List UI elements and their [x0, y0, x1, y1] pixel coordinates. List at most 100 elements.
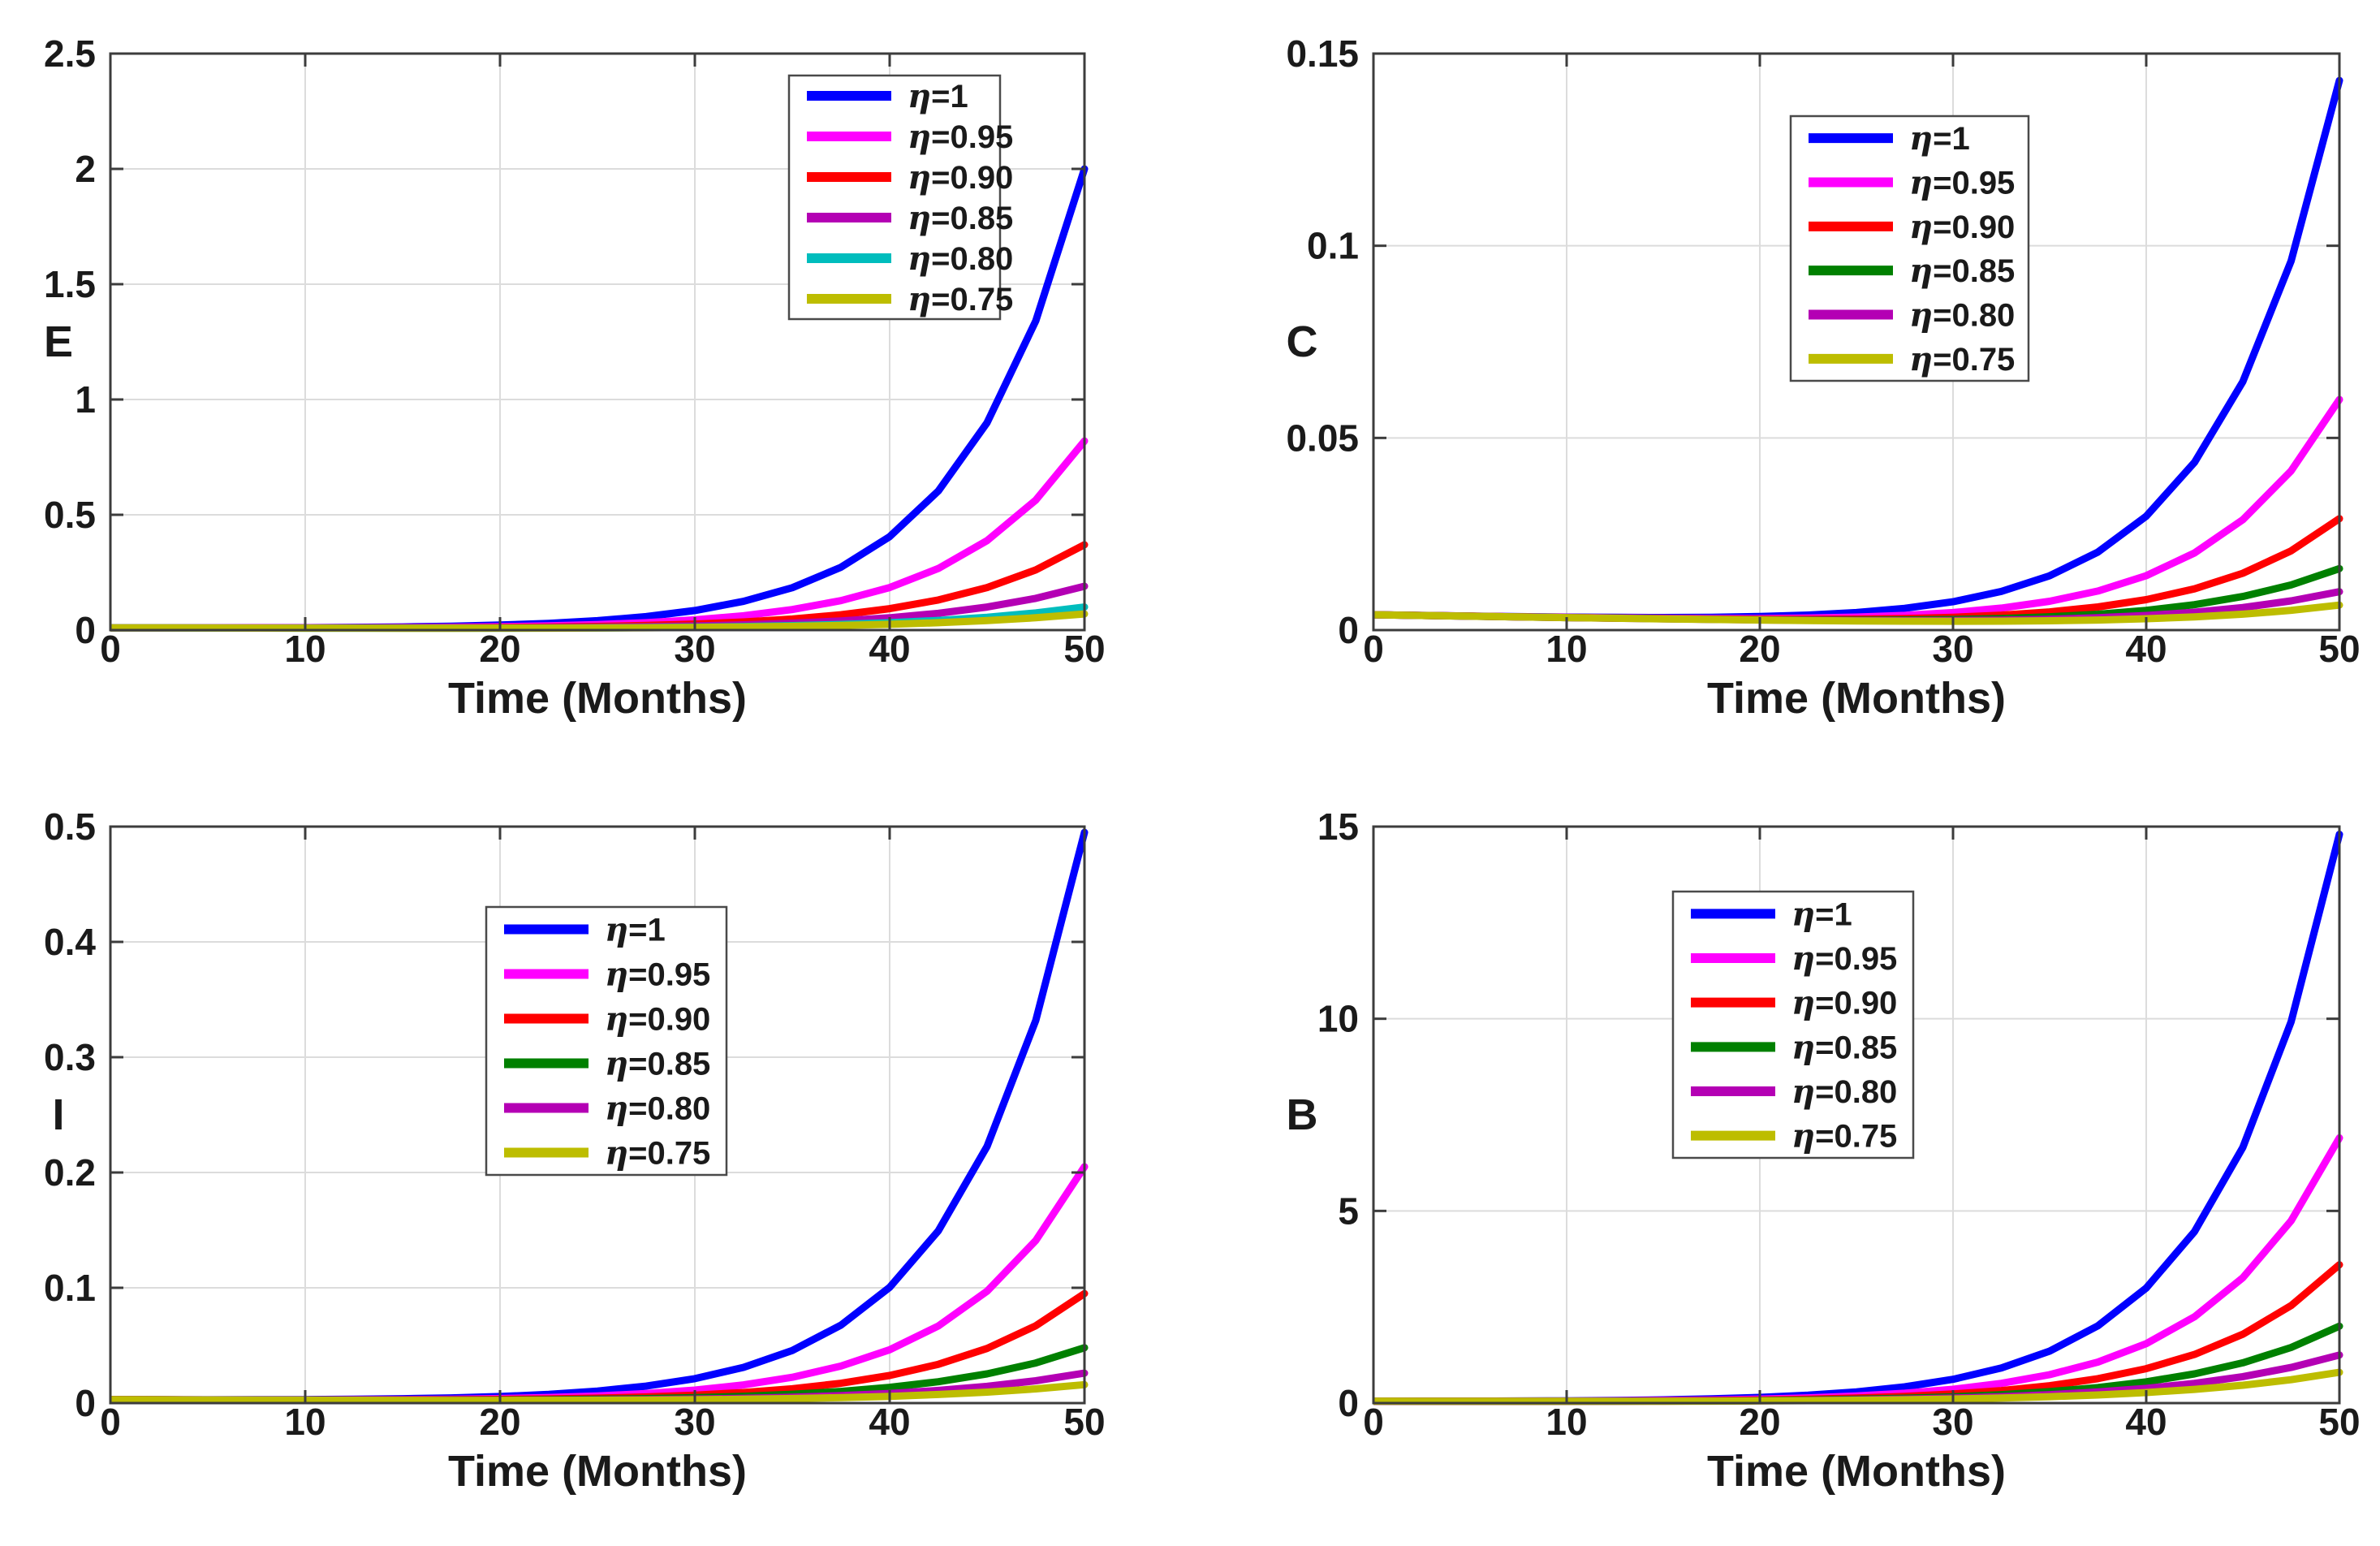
- y-axis-label: I: [52, 1090, 64, 1139]
- x-tick-label: 50: [1063, 1401, 1105, 1443]
- x-axis-label: Time (Months): [1707, 674, 2006, 723]
- legend-entry-label: η=0.90: [1791, 984, 1897, 1022]
- legend-entry-label: η=0.75: [605, 1134, 710, 1172]
- y-axis-label: E: [44, 317, 73, 366]
- tick-marks: [109, 52, 1086, 632]
- y-axis-label: C: [1287, 317, 1318, 366]
- y-tick-label: 0.1: [44, 1267, 96, 1309]
- y-tick-label: 0: [75, 1382, 96, 1424]
- legend-entry-label: η=0.90: [1909, 208, 2015, 246]
- tick-labels: 0 10 20 30 40 50 0 0.5 1 1.5 2 2.5: [44, 32, 1106, 670]
- legend-entry-label: η=0.90: [605, 1000, 710, 1039]
- y-tick-label: 0: [75, 609, 96, 651]
- y-tick-label: 0.2: [44, 1151, 96, 1194]
- axes-box: [109, 52, 1086, 632]
- x-tick-label: 50: [2318, 1401, 2360, 1443]
- series-line-eta-5: [1373, 1368, 2343, 1406]
- legend-entry-label: η=0.80: [908, 240, 1013, 278]
- tick-marks: [1372, 52, 2341, 632]
- x-tick-label: 30: [674, 628, 715, 670]
- y-tick-label: 0.4: [44, 921, 96, 963]
- legend-box: [1789, 114, 2030, 382]
- x-tick-label: 10: [284, 628, 326, 670]
- y-tick-label: 0.05: [1286, 417, 1359, 459]
- y-tick-label: 0: [1338, 1382, 1359, 1424]
- x-tick-label: 0: [100, 628, 121, 670]
- x-tick-label: 40: [869, 1401, 910, 1443]
- x-tick-label: 30: [1932, 628, 1973, 670]
- x-tick-label: 0: [100, 1401, 121, 1443]
- legend: η=1η=0.95η=0.90η=0.85η=0.80η=0.75: [1671, 890, 1915, 1160]
- axes-box: [1372, 825, 2341, 1405]
- legend: η=1η=0.95η=0.90η=0.85η=0.80η=0.75: [1789, 114, 2030, 382]
- series-line-eta-5: [1373, 601, 2343, 625]
- tick-labels: 0 10 20 30 40 50 0 0.05 0.1 0.15: [1286, 32, 2360, 670]
- x-tick-label: 10: [1546, 1401, 1587, 1443]
- x-axis-label: Time (Months): [448, 674, 747, 723]
- tick-labels: 0 10 20 30 40 50 0 5 10 15: [1317, 805, 2361, 1443]
- x-tick-label: 20: [479, 1401, 520, 1443]
- y-tick-label: 2: [75, 148, 96, 190]
- legend-entry-label: η=1: [605, 911, 666, 949]
- series-curves: [110, 828, 1089, 1405]
- axes-box: [109, 825, 1086, 1405]
- tick-labels: 0 10 20 30 40 50 0 0.1 0.2 0.3 0.4 0.5: [44, 805, 1106, 1443]
- subplot-I: 0 10 20 30 40 50 0 0.1 0.2 0.3 0.4 0.5 Time (Months)…: [0, 773, 1190, 1546]
- tick-marks: [109, 825, 1086, 1405]
- legend-entry-label: η=1: [1909, 119, 1970, 158]
- legend-box: [485, 905, 728, 1177]
- legend: η=1 η=0.95 η=0.90 η=0.85 η=0.80 η=0.75: [485, 905, 728, 1177]
- y-tick-label: 5: [1338, 1190, 1359, 1232]
- legend-entry-label: η=0.85: [1909, 252, 2015, 290]
- tick-marks: [1372, 825, 2341, 1405]
- y-tick-label: 0.5: [44, 805, 96, 848]
- x-axis-label: Time (Months): [1707, 1447, 2006, 1496]
- legend-entry-label: η=0.95: [1909, 164, 2015, 202]
- y-tick-label: 10: [1317, 998, 1359, 1040]
- legend-entry-label: η=0.75: [908, 280, 1013, 318]
- series-curves: [110, 165, 1089, 633]
- gridlines: [1373, 827, 2339, 1403]
- y-axis-label: B: [1287, 1090, 1318, 1139]
- y-tick-label: 0.5: [44, 494, 96, 536]
- x-tick-label: 20: [479, 628, 520, 670]
- legend-entry-label: η=0.85: [908, 199, 1013, 237]
- y-tick-label: 0.1: [1307, 225, 1359, 267]
- series-curves: [1373, 76, 2343, 625]
- plot-E-canvas: 0 10 20 30 40 50 0 0.5 1 1.5 2 2.5 Time (Months) Eη=1…: [44, 32, 1106, 723]
- legend-box: [787, 74, 1002, 321]
- x-tick-label: 20: [1739, 1401, 1780, 1443]
- legend-entry-label: η=0.90: [908, 158, 1013, 196]
- legend-entry-label: η=1: [908, 77, 968, 115]
- plot-C-canvas: 0 10 20 30 40 50 0 0.05 0.1 0.15 Time (Months) Cη=1…: [1286, 32, 2360, 723]
- legend-entry-label: η=0.95: [1791, 939, 1897, 978]
- gridlines: [1373, 54, 2339, 630]
- legend-entry-label: η=0.80: [1791, 1073, 1897, 1111]
- series-curves: [1373, 831, 2343, 1406]
- x-tick-label: 40: [869, 628, 910, 670]
- legend-entry-label: η=0.95: [605, 956, 710, 994]
- y-tick-label: 2.5: [44, 32, 96, 75]
- series-line-eta-5: [110, 1380, 1089, 1405]
- legend: η=1η=0.95η=0.90η=0.85η=0.80η=0.75: [787, 74, 1013, 321]
- x-tick-label: 50: [1063, 628, 1105, 670]
- legend-entry-label: η=0.75: [1909, 340, 2015, 378]
- legend-entry-label: η=0.75: [1791, 1117, 1897, 1155]
- x-axis-label: Time (Months): [448, 1447, 747, 1496]
- legend-entry-label: η=0.85: [1791, 1028, 1897, 1066]
- y-tick-label: 0.15: [1286, 32, 1359, 75]
- y-tick-label: 1: [75, 378, 96, 421]
- x-tick-label: 40: [2125, 628, 2167, 670]
- legend-entry-label: η=0.80: [605, 1090, 710, 1128]
- x-tick-label: 10: [1546, 628, 1587, 670]
- y-tick-label: 15: [1317, 805, 1359, 848]
- x-tick-label: 0: [1363, 1401, 1384, 1443]
- x-tick-label: 50: [2318, 628, 2360, 670]
- legend-entry-label: η=0.85: [605, 1045, 710, 1083]
- plot-B-canvas: 0 10 20 30 40 50 0 5 10 15 Time (Months) Bη=1 η=0.95…: [1287, 805, 2361, 1496]
- x-tick-label: 20: [1739, 628, 1780, 670]
- legend-box: [1671, 890, 1915, 1160]
